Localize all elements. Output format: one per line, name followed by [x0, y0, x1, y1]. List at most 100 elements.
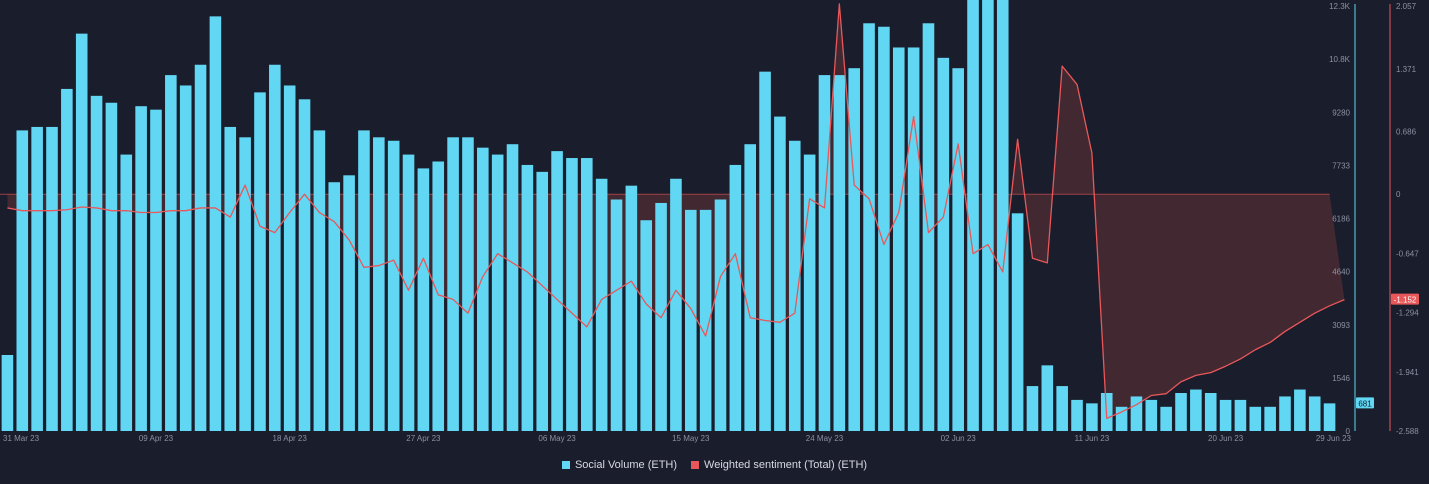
volume-bar: [640, 220, 653, 431]
left-tick-label: 7733: [1332, 161, 1350, 170]
right-tick-label: 0.686: [1396, 127, 1417, 136]
volume-bar: [1145, 399, 1158, 431]
volume-bar: [1, 354, 14, 431]
right-tick-label: 2.057: [1396, 2, 1417, 11]
volume-bar: [402, 154, 415, 431]
volume-bar: [863, 23, 875, 431]
volume-bar: [209, 16, 222, 432]
volume-bar: [1234, 399, 1247, 431]
x-tick-label: 02 Jun 23: [941, 434, 977, 443]
last-value-badges: 681 -1.152: [1356, 293, 1419, 409]
right-tick-label: 0: [1396, 190, 1401, 199]
volume-bar: [1011, 213, 1024, 431]
volume-bar: [298, 99, 311, 431]
left-tick-label: 3093: [1332, 321, 1350, 330]
volume-bar: [536, 171, 549, 432]
volume-bar: [150, 109, 162, 431]
legend-swatch-sentiment: [691, 461, 700, 469]
volume-bar: [328, 182, 341, 431]
legend-item-sentiment[interactable]: Weighted sentiment (Total) (ETH): [691, 459, 867, 471]
x-tick-label: 06 May 23: [538, 434, 576, 443]
volume-bar: [907, 47, 920, 432]
sentiment-last-value-badge: [1391, 293, 1419, 305]
volume-bar: [491, 154, 504, 431]
volume-bar: [1056, 386, 1068, 431]
volume-bar: [1190, 389, 1202, 431]
volume-bar: [105, 102, 118, 431]
sentiment-line: [7, 3, 1345, 420]
volume-bar: [803, 154, 816, 431]
volume-bar: [1308, 396, 1321, 431]
right-tick-label: -1.294: [1396, 309, 1419, 318]
right-tick-label: 1.371: [1396, 65, 1417, 74]
volume-bar: [165, 75, 177, 432]
left-tick-label: 12.3K: [1329, 2, 1351, 11]
x-tick-label: 15 May 23: [672, 434, 710, 443]
volume-bar: [982, 0, 994, 431]
volume-bar: [1160, 406, 1172, 431]
volume-bar: [283, 85, 296, 431]
x-tick-label: 20 Jun 23: [1208, 434, 1244, 443]
right-tick-label: -2.588: [1396, 427, 1419, 436]
volume-bar: [61, 88, 73, 432]
x-tick-label: 31 Mar 23: [3, 434, 40, 443]
volume-bar: [878, 26, 890, 431]
volume-bar: [506, 144, 519, 432]
volume-bar: [1294, 389, 1306, 431]
volume-last-value-badge: [1356, 397, 1374, 409]
volume-bar: [1279, 396, 1291, 431]
sentiment-last-value-text: -1.152: [1394, 296, 1417, 305]
volume-bar: [358, 130, 370, 431]
x-tick-label: 18 Apr 23: [273, 434, 308, 443]
volume-bar: [937, 57, 950, 431]
volume-bar: [1204, 392, 1217, 431]
volume-bar: [46, 126, 58, 431]
volume-bar: [31, 126, 43, 431]
volume-bar: [224, 126, 237, 431]
volume-bar: [120, 154, 133, 431]
volume-bar: [952, 68, 964, 431]
legend-label-sentiment: Weighted sentiment (Total) (ETH): [704, 459, 868, 471]
volume-bar: [818, 75, 831, 432]
volume-bar: [774, 116, 786, 432]
volume-bar: [1041, 365, 1054, 431]
volume-bar: [387, 140, 400, 431]
volume-bar: [447, 137, 459, 431]
volume-bar: [1026, 386, 1039, 431]
volume-bar: [729, 164, 742, 431]
volume-bar: [194, 64, 207, 431]
volume-bar: [313, 130, 326, 431]
x-axis-ticks: 31 Mar 23 09 Apr 23 18 Apr 23 27 Apr 23 06 M…: [3, 434, 1352, 443]
volume-bar: [566, 158, 578, 431]
volume-bar: [595, 178, 608, 431]
volume-bar: [1130, 396, 1143, 431]
left-tick-label: 1546: [1332, 374, 1350, 383]
volume-bar: [16, 130, 29, 431]
volume-bar: [759, 71, 771, 432]
volume-bar: [239, 137, 251, 431]
volume-bar: [1264, 406, 1276, 431]
volume-bar: [373, 137, 385, 431]
left-axis-ticks: 0 1546 3093 4640 6186 7733 9280 10.8K 12.3K: [1329, 2, 1351, 436]
volume-bar: [269, 64, 281, 431]
left-tick-label: 4640: [1332, 268, 1350, 277]
volume-bar: [610, 199, 623, 431]
volume-bar: [788, 140, 801, 431]
volume-bar: [75, 33, 88, 432]
volume-bar: [1249, 406, 1262, 431]
volume-last-value-text: 681: [1358, 399, 1372, 408]
volume-bar: [1323, 403, 1336, 431]
volume-bar: [922, 23, 935, 431]
volume-bars-layer: [1, 0, 1336, 432]
volume-bar: [1086, 403, 1098, 431]
volume-bar: [343, 175, 355, 431]
left-tick-label: 9280: [1332, 108, 1350, 117]
left-tick-label: 10.8K: [1329, 55, 1351, 64]
x-tick-label: 29 Jun 23: [1316, 434, 1352, 443]
volume-bar: [833, 75, 846, 432]
volume-bar: [135, 106, 147, 432]
volume-bar: [744, 144, 756, 432]
volume-bar: [179, 85, 192, 431]
legend-item-volume[interactable]: Social Volume (ETH): [561, 459, 677, 471]
